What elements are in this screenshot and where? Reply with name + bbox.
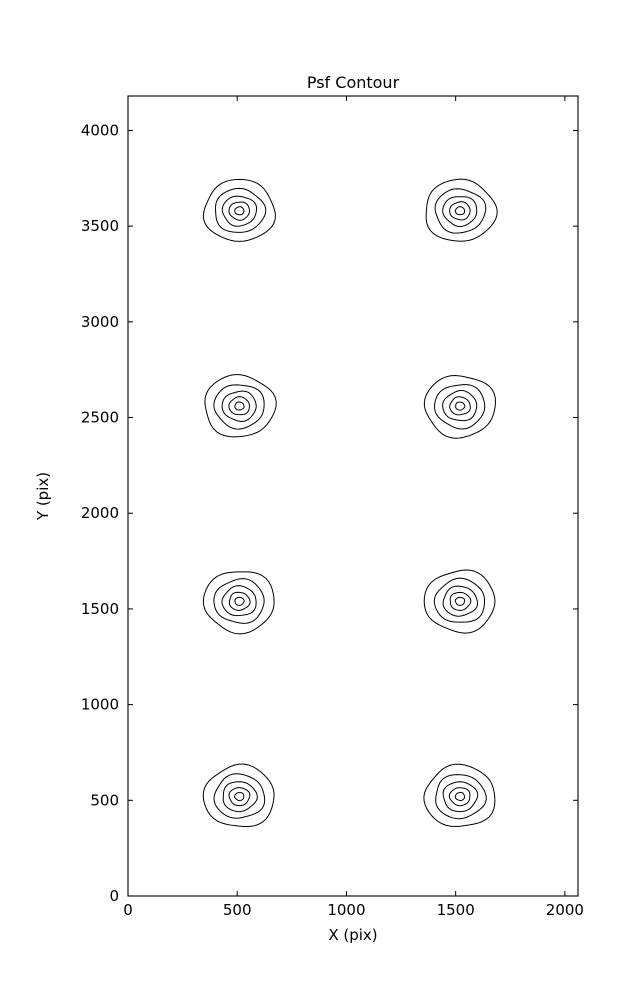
contour-ring [213,773,266,819]
contour-ring [228,396,250,416]
x-tick-label: 2000 [546,901,584,919]
y-tick-label: 0 [109,887,119,905]
psf-contour-blob [202,571,275,635]
contour-ring [423,375,496,439]
contour-ring [433,577,486,623]
contour-ring [434,384,486,430]
contour-ring [228,201,250,221]
psf-contour-blob [423,763,496,827]
contour-ring [221,195,258,227]
contour-ring [213,384,265,430]
contour-ring [234,401,245,411]
contour-group [202,178,498,828]
contour-ring [234,206,245,216]
contour-ring [435,774,487,820]
contour-ring [442,781,479,813]
contour-ring [202,178,276,242]
contour-ring [213,578,265,624]
y-tick-label: 3500 [81,217,119,235]
x-axis-label: X (pix) [328,926,377,944]
contour-ring [228,591,251,611]
y-tick-label: 2500 [81,409,119,427]
x-tick-label: 1500 [437,901,475,919]
tick-labels: 0 500 1000 1500 2000 0 500 1000 1500 2000 2500 3000… [81,121,584,919]
y-tick-label: 1000 [81,696,119,714]
psf-contour-blob [202,763,275,828]
y-axis-label: Y (pix) [34,472,52,521]
x-tick-label: 500 [223,901,252,919]
contour-ring [221,390,257,422]
contour-ring [454,206,466,216]
contour-ring [234,596,245,606]
contour-ring [434,188,487,234]
contour-ring [228,787,251,807]
psf-contour-blob [425,178,498,242]
contour-ring [454,596,466,606]
psf-contour-blob [423,375,496,439]
contour-ring [234,792,245,802]
psf-contour-blob [423,569,496,634]
contour-ring [449,201,471,221]
tick-marks [127,96,578,897]
contour-ring [221,585,257,617]
contour-ring [222,781,258,813]
x-tick-label: 0 [123,901,133,919]
contour-ring [449,396,471,416]
contour-ring [442,390,478,422]
y-tick-label: 500 [90,791,119,809]
contour-ring [425,178,498,242]
psf-contour-blob [204,374,277,438]
contour-ring [442,196,478,228]
y-tick-label: 4000 [81,121,119,139]
contour-ring [448,787,471,807]
contour-ring [455,401,466,411]
contour-ring [423,763,496,827]
x-tick-label: 1000 [327,901,365,919]
axes-box [127,95,579,897]
contour-ring [202,763,275,828]
contour-ring [202,571,275,635]
contour-ring [423,569,496,634]
y-tick-label: 2000 [81,504,119,522]
page-title: Psf Contour [307,73,400,92]
y-tick-label: 3000 [81,313,119,331]
contour-ring [442,585,479,617]
contour-ring [454,791,466,802]
psf-contour-blob [202,178,276,242]
contour-ring [449,591,472,611]
contour-ring [215,187,267,233]
y-tick-label: 1500 [81,600,119,618]
contour-ring [204,374,277,438]
axes-frame [127,95,579,897]
